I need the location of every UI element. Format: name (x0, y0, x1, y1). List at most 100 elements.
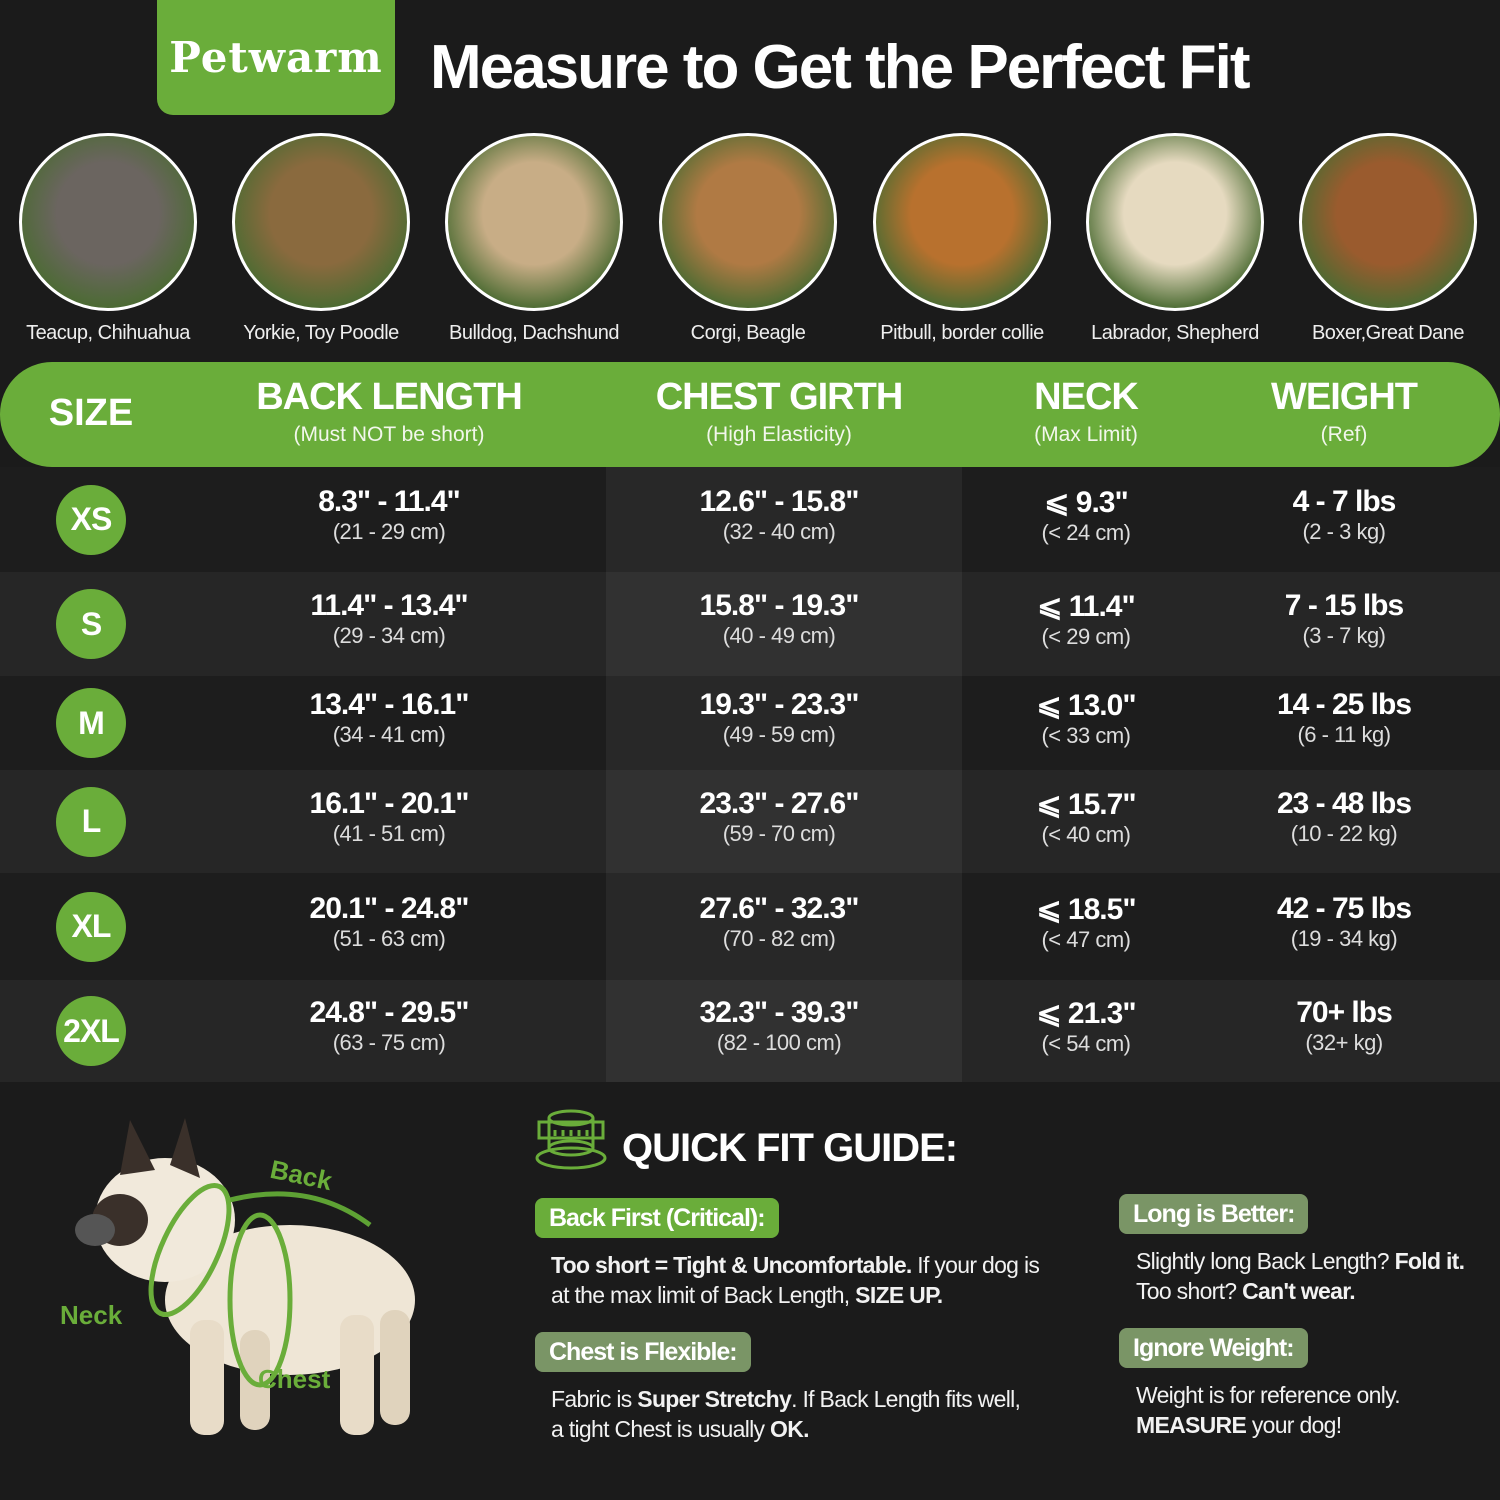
value-imperial: ⩽ 21.3" (1036, 997, 1136, 1030)
header-label: WEIGHT (1271, 376, 1418, 418)
emphasis: MEASURE (1136, 1412, 1247, 1438)
breed-photo (873, 133, 1051, 311)
guide-text-ignore-weight: Weight is for reference only. MEASURE yo… (1136, 1380, 1446, 1440)
cell-neck: ⩽ 13.0" (< 33 cm) (906, 688, 1266, 749)
column-band (606, 572, 962, 676)
breed-label: Boxer,Great Dane (1311, 322, 1465, 344)
guide-title: QUICK FIT GUIDE: (622, 1126, 958, 1170)
value-imperial: 20.1" - 24.8" (309, 891, 470, 925)
header-size: SIZE (48, 392, 134, 434)
back-measure-line (229, 1191, 372, 1228)
value-imperial: ⩽ 18.5" (1036, 892, 1136, 926)
text: . If Back Length fits well, a tight Ches… (551, 1386, 1021, 1442)
value-imperial: 15.8" - 19.3" (699, 589, 860, 622)
chest-measure-ring (227, 1212, 293, 1388)
value-metric: (< 40 cm) (1041, 821, 1131, 847)
value-metric: (3 - 7 kg) (1302, 623, 1386, 648)
value-metric: (32+ kg) (1305, 1030, 1383, 1055)
page-title: Measure to Get the Perfect Fit (430, 33, 1251, 102)
cell-back: 11.4" - 13.4" (29 - 34 cm) (209, 589, 569, 649)
text: Too short? (1136, 1278, 1243, 1304)
breed-label: Teacup, Chihuahua (26, 322, 190, 344)
table-row: M 13.4" - 16.1" (34 - 41 cm) 19.3" - 23.3"(… (0, 676, 1500, 770)
cell-chest: 19.3" - 23.3" (49 - 59 cm) (599, 688, 959, 748)
neck-measure-ring (148, 1182, 232, 1318)
diagram-label-chest: Chest (258, 1364, 331, 1394)
guide-text-back-first: Too short = Tight & Uncomfortable. If yo… (551, 1250, 1051, 1310)
cell-back: 13.4" - 16.1" (34 - 41 cm) (209, 688, 569, 748)
value-metric: (59 - 70 cm) (722, 820, 836, 846)
cell-chest: 23.3" - 27.6" (59 - 70 cm) (599, 787, 959, 847)
value-metric: (2 - 3 kg) (1302, 518, 1386, 544)
column-band (606, 770, 962, 873)
size-badge: XS (56, 484, 126, 555)
value-metric: (82 - 100 cm) (716, 1030, 842, 1055)
guide-text-chest-flexible: Fabric is Super Stretchy. If Back Length… (551, 1384, 1021, 1444)
breed-photo (659, 133, 837, 311)
value-imperial: 19.3" - 23.3" (699, 688, 860, 721)
value-imperial: 42 - 75 lbs (1276, 891, 1412, 925)
table-row: L 16.1" - 20.1" (41 - 51 cm) 23.3" - 27.6"(… (0, 770, 1500, 873)
cell-weight: 4 - 7 lbs (2 - 3 kg) (1164, 485, 1500, 545)
value-imperial: 24.8" - 29.5" (309, 996, 470, 1029)
value-metric: (34 - 41 cm) (332, 722, 446, 747)
column-band (606, 980, 962, 1082)
text: Fabric is (551, 1386, 638, 1412)
column-band (606, 676, 962, 770)
cell-weight: 42 - 75 lbs (19 - 34 kg) (1164, 892, 1500, 952)
dog-measurement-diagram (75, 1118, 415, 1435)
value-metric: (51 - 63 cm) (332, 925, 446, 951)
size-badge: 2XL (56, 996, 126, 1066)
size-badge: S (56, 589, 126, 659)
header-sublabel: (Max Limit) (1034, 423, 1138, 446)
value-metric: (32 - 40 cm) (722, 518, 836, 544)
table-row: 2XL 24.8" - 29.5" (63 - 75 cm) 32.3" - 39.3… (0, 980, 1500, 1082)
value-imperial: 32.3" - 39.3" (699, 996, 860, 1029)
value-imperial: 4 - 7 lbs (1292, 484, 1397, 518)
table-row: XS 8.3" - 11.4" (21 - 29 cm) 12.6" - 15.8"(… (0, 467, 1500, 572)
value-metric: (6 - 11 kg) (1297, 722, 1391, 747)
value-imperial: 12.6" - 15.8" (699, 484, 860, 518)
breed-photo (445, 133, 623, 311)
french-bulldog-illustration (75, 1118, 415, 1435)
value-metric: (21 - 29 cm) (332, 518, 446, 544)
header-sublabel: (High Elasticity) (706, 423, 852, 446)
cell-neck: ⩽ 21.3" (< 54 cm) (906, 996, 1266, 1057)
value-metric: (40 - 49 cm) (722, 623, 836, 648)
cell-chest: 27.6" - 32.3" (70 - 82 cm) (599, 892, 959, 952)
value-metric: (< 33 cm) (1041, 723, 1131, 748)
header-weight: WEIGHT (Ref) (1164, 376, 1500, 447)
emphasis: Fold it. (1394, 1248, 1465, 1274)
value-metric: (< 29 cm) (1041, 624, 1131, 649)
value-metric: (< 24 cm) (1041, 519, 1131, 545)
text: Weight is for reference only. (1136, 1382, 1401, 1408)
cell-back: 16.1" - 20.1" (41 - 51 cm) (209, 787, 569, 847)
breed-label: Corgi, Beagle (690, 322, 806, 344)
breed-photo (1086, 133, 1264, 311)
brand-logo: Petwarm (157, 0, 395, 115)
cell-weight: 7 - 15 lbs (3 - 7 kg) (1164, 589, 1500, 649)
tag-ignore-weight: Ignore Weight: (1119, 1328, 1308, 1368)
header-label: CHEST GIRTH (655, 376, 904, 418)
cell-weight: 14 - 25 lbs (6 - 11 kg) (1164, 688, 1500, 748)
tag-long-is-better: Long is Better: (1119, 1194, 1309, 1234)
breed-label: Pitbull, border collie (880, 322, 1044, 344)
header-sublabel: (Must NOT be short) (293, 423, 485, 446)
value-metric: (63 - 75 cm) (332, 1030, 446, 1055)
value-imperial: 11.4" - 13.4" (310, 589, 468, 622)
cell-neck: ⩽ 15.7" (< 40 cm) (906, 787, 1266, 848)
measuring-tape-icon (535, 1109, 607, 1170)
breed-photo (19, 133, 197, 311)
cell-back: 8.3" - 11.4" (21 - 29 cm) (209, 485, 569, 545)
value-metric: (49 - 59 cm) (722, 722, 836, 747)
emphasis: OK. (770, 1416, 809, 1442)
header-neck: NECK (Max Limit) (906, 376, 1266, 447)
value-imperial: 23 - 48 lbs (1276, 786, 1412, 820)
emphasis: Too short = Tight & Uncomfortable. (551, 1252, 912, 1278)
value-imperial: 16.1" - 20.1" (309, 786, 470, 820)
diagram-label-neck: Neck (60, 1300, 123, 1330)
cell-neck: ⩽ 18.5" (< 47 cm) (906, 892, 1266, 953)
breed-photo (1299, 133, 1477, 311)
value-imperial: 8.3" - 11.4" (318, 484, 461, 518)
cell-weight: 23 - 48 lbs (10 - 22 kg) (1164, 787, 1500, 847)
